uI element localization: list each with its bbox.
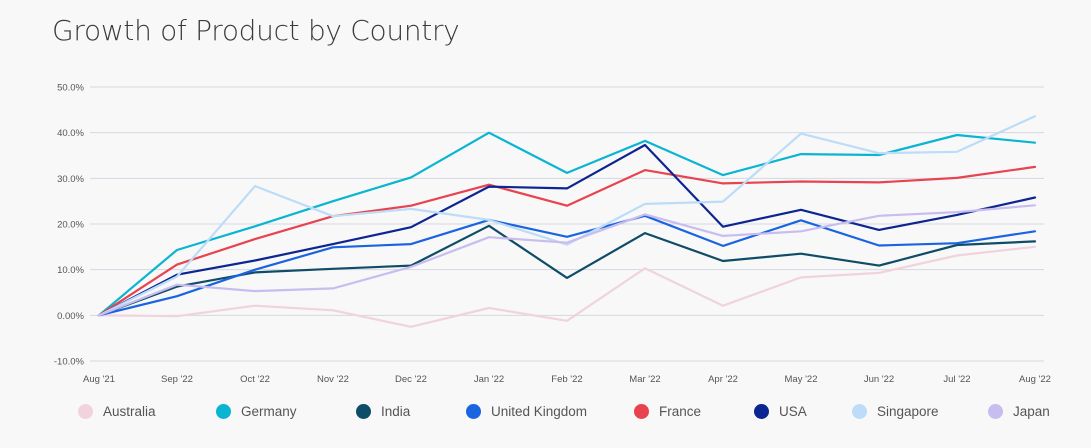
legend-label: India	[381, 404, 411, 419]
chart-title: Growth of Product by Country	[52, 14, 460, 47]
legend-dot-icon	[988, 404, 1003, 419]
legend-dot-icon	[852, 404, 867, 419]
x-tick-label: Oct '22	[240, 374, 270, 385]
legend-item-usa[interactable]: USA	[754, 404, 852, 419]
x-tick-label: Apr '22	[708, 374, 738, 385]
y-tick-label: 30.0%	[57, 174, 84, 185]
legend-dot-icon	[754, 404, 769, 419]
series-line-australia[interactable]	[97, 245, 1037, 328]
x-tick-label: Feb '22	[551, 374, 582, 385]
x-tick-label: Jun '22	[864, 374, 894, 385]
legend-item-japan[interactable]: Japan	[988, 404, 1068, 419]
legend-dot-icon	[356, 404, 371, 419]
legend-label: USA	[779, 404, 807, 419]
x-axis-ticks: Aug '21 Sep '22 Oct '22 Nov '22 Dec '22 Jan '…	[83, 374, 1051, 385]
legend-dot-icon	[634, 404, 649, 419]
x-tick-label: Jan '22	[474, 374, 504, 385]
x-tick-label: May '22	[785, 374, 818, 385]
x-tick-label: Dec '22	[395, 374, 427, 385]
x-tick-label: Mar '22	[629, 374, 660, 385]
legend-dot-icon	[78, 404, 93, 419]
x-tick-label: Aug '22	[1019, 374, 1051, 385]
y-tick-label: 10.0%	[57, 265, 84, 276]
legend-item-france[interactable]: France	[634, 404, 754, 419]
legend-item-india[interactable]: India	[356, 404, 466, 419]
legend-dot-icon	[466, 404, 481, 419]
y-axis-ticks: 50.0% 40.0% 30.0% 20.0% 10.0% 0.00% -10.0%	[54, 83, 85, 368]
series-line-india[interactable]	[97, 224, 1037, 317]
legend-item-germany[interactable]: Germany	[216, 404, 356, 419]
series-line-germany[interactable]	[97, 131, 1037, 317]
y-tick-label: 0.00%	[57, 311, 84, 322]
y-tick-label: 20.0%	[57, 220, 84, 231]
x-tick-label: Sep '22	[161, 374, 193, 385]
y-tick-label: 50.0%	[57, 83, 84, 94]
legend-label: France	[659, 404, 702, 419]
legend-item-united-kingdom[interactable]: United Kingdom	[466, 404, 634, 419]
series-line-japan[interactable]	[97, 204, 1037, 317]
legend-item-singapore[interactable]: Singapore	[852, 404, 988, 419]
legend-label: Germany	[241, 404, 297, 419]
legend-dot-icon	[216, 404, 231, 419]
series-line-france[interactable]	[97, 165, 1037, 317]
series-lines	[97, 115, 1037, 328]
legend-label: Australia	[103, 404, 156, 419]
y-tick-label: 40.0%	[57, 128, 84, 139]
x-tick-label: Nov '22	[317, 374, 349, 385]
legend: Australia Germany India United Kingdom Franc…	[78, 404, 1068, 419]
x-tick-label: Aug '21	[83, 374, 115, 385]
legend-label: United Kingdom	[491, 404, 588, 419]
gridlines	[90, 86, 1044, 362]
series-line-united-kingdom[interactable]	[97, 214, 1037, 317]
legend-label: Singapore	[877, 404, 939, 419]
legend-item-australia[interactable]: Australia	[78, 404, 216, 419]
y-tick-label: -10.0%	[54, 357, 85, 368]
x-tick-label: Jul '22	[943, 374, 970, 385]
legend-label: Japan	[1013, 404, 1050, 419]
series-line-singapore[interactable]	[97, 115, 1037, 317]
series-line-usa[interactable]	[97, 143, 1037, 317]
